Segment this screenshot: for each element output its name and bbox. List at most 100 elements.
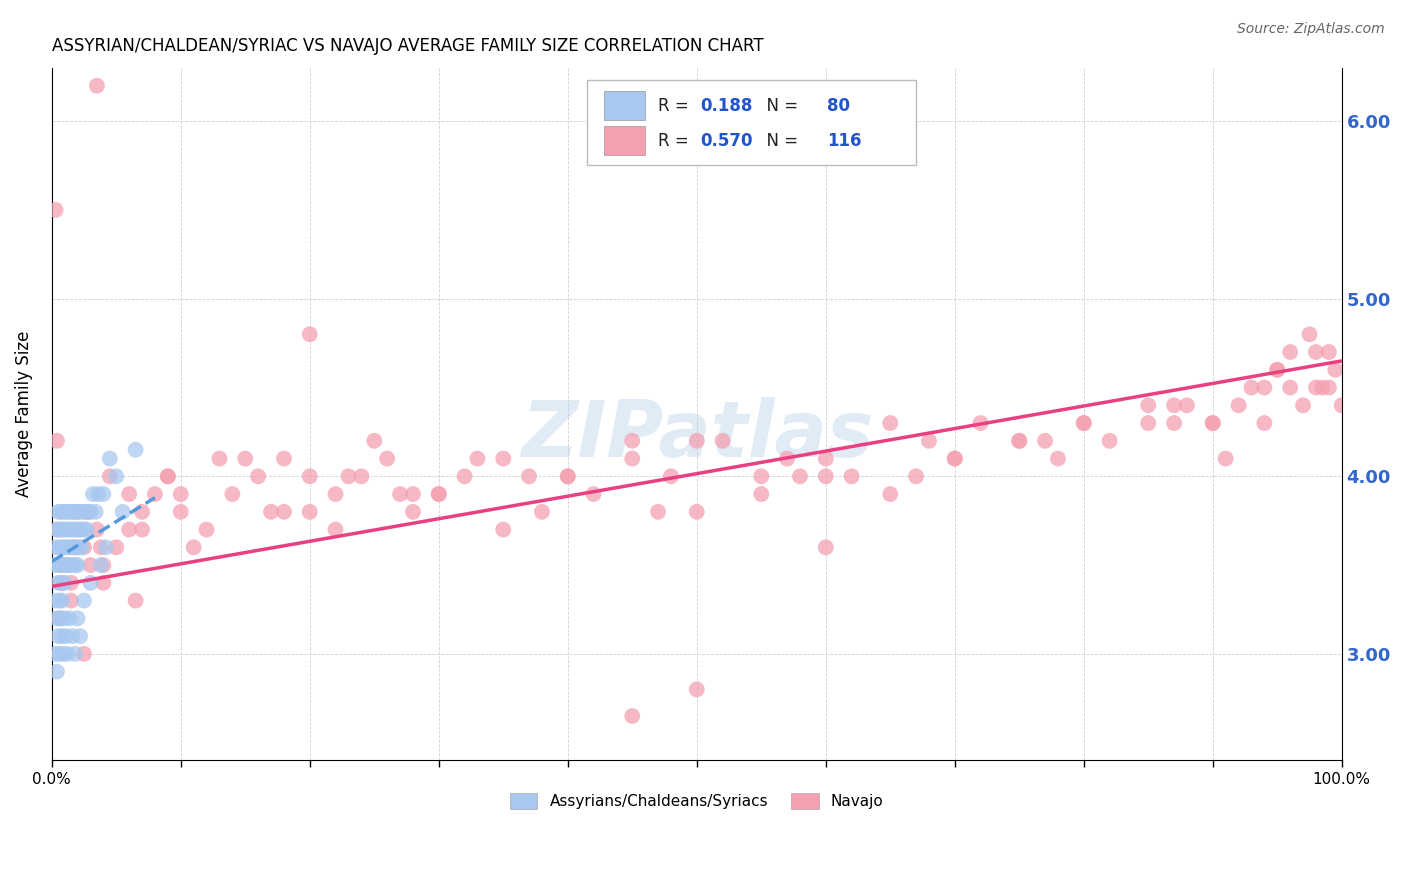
Point (621, 709, 644, 723)
Point (59, 611, 82, 625)
Point (260, 505, 283, 519)
Point (98, 451, 121, 466)
Point (46, 575, 69, 590)
Point (48, 541, 70, 555)
Point (53, 558, 76, 573)
Point (1098, 434, 1121, 448)
Point (60, 575, 83, 590)
Point (60, 558, 83, 573)
Point (65, 541, 87, 555)
Point (93, 487, 115, 501)
Point (44, 558, 66, 573)
Point (208, 451, 231, 466)
Point (55, 629, 77, 643)
Point (98, 469, 121, 483)
Point (1265, 363, 1288, 377)
Point (60, 505, 83, 519)
Point (105, 541, 128, 555)
Point (492, 523, 515, 537)
Point (389, 487, 412, 501)
Legend: Assyrians/Chaldeans/Syriacs, Navajo: Assyrians/Chaldeans/Syriacs, Navajo (503, 787, 890, 815)
Point (69, 629, 91, 643)
Point (53, 541, 76, 555)
Point (63, 523, 86, 537)
Point (557, 469, 579, 483)
Point (879, 487, 901, 501)
Point (62, 505, 84, 519)
Point (1298, 327, 1320, 342)
Point (60, 523, 83, 537)
Point (82, 487, 104, 501)
Point (969, 416, 991, 430)
Point (52, 505, 75, 519)
Point (789, 469, 811, 483)
Point (73, 541, 96, 555)
Point (1279, 345, 1302, 359)
Point (70, 541, 93, 555)
Point (46, 505, 69, 519)
Point (72, 505, 94, 519)
Point (51, 575, 73, 590)
Point (375, 451, 398, 466)
Point (66, 505, 89, 519)
Point (1330, 398, 1353, 412)
Point (56, 558, 79, 573)
Point (59, 558, 82, 573)
Point (49, 611, 72, 625)
Text: Source: ZipAtlas.com: Source: ZipAtlas.com (1237, 22, 1385, 37)
Point (621, 451, 644, 466)
Text: R =: R = (658, 131, 695, 150)
Point (93, 558, 115, 573)
Point (1253, 380, 1275, 394)
Point (45, 665, 67, 679)
Point (1312, 380, 1334, 394)
Point (131, 505, 153, 519)
Point (67, 541, 90, 555)
Point (51, 523, 73, 537)
Point (45, 523, 67, 537)
Point (49, 575, 72, 590)
Point (879, 416, 901, 430)
Text: ZIPatlas: ZIPatlas (520, 397, 873, 473)
Point (1033, 434, 1056, 448)
Point (402, 505, 425, 519)
Point (45, 434, 67, 448)
Point (93, 575, 115, 590)
Point (53, 523, 76, 537)
Point (1163, 398, 1185, 412)
Point (45, 202, 67, 217)
Point (1137, 416, 1160, 430)
Point (86, 78, 108, 93)
Point (298, 327, 321, 342)
Point (79, 558, 101, 573)
Text: 116: 116 (827, 131, 862, 150)
Point (195, 523, 218, 537)
Point (73, 647, 96, 661)
Point (86, 523, 108, 537)
Point (79, 43, 101, 57)
Point (1202, 416, 1225, 430)
Point (517, 469, 540, 483)
Point (45, 593, 67, 607)
Point (66, 558, 89, 573)
Point (69, 523, 91, 537)
Point (943, 451, 966, 466)
Point (943, 451, 966, 466)
Point (60, 629, 83, 643)
Point (1240, 380, 1263, 394)
Text: ASSYRIAN/CHALDEAN/SYRIAC VS NAVAJO AVERAGE FAMILY SIZE CORRELATION CHART: ASSYRIAN/CHALDEAN/SYRIAC VS NAVAJO AVERA… (52, 37, 763, 55)
Point (48, 611, 70, 625)
Point (427, 487, 450, 501)
Point (686, 434, 709, 448)
Point (143, 487, 166, 501)
Point (273, 505, 295, 519)
Point (52, 558, 75, 573)
Point (530, 505, 553, 519)
Point (1163, 416, 1185, 430)
Point (1073, 416, 1095, 430)
Point (53, 558, 76, 573)
Point (427, 487, 450, 501)
Point (170, 487, 193, 501)
Point (492, 451, 515, 466)
Point (63, 647, 86, 661)
